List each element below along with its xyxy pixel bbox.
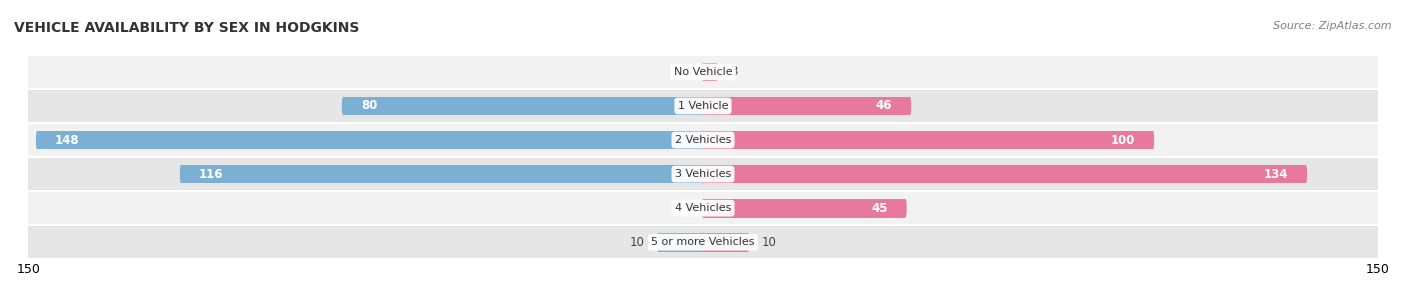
Circle shape: [702, 165, 704, 184]
Text: 10: 10: [630, 236, 644, 249]
Bar: [658, 233, 703, 252]
Text: 3 Vehicles: 3 Vehicles: [675, 169, 731, 179]
Bar: [703, 165, 1306, 184]
Circle shape: [747, 233, 749, 252]
Text: 1 Vehicle: 1 Vehicle: [678, 101, 728, 111]
Circle shape: [702, 97, 704, 115]
Text: VEHICLE AVAILABILITY BY SEX IN HODGKINS: VEHICLE AVAILABILITY BY SEX IN HODGKINS: [14, 21, 360, 35]
Text: 80: 80: [361, 99, 377, 113]
Bar: [703, 97, 910, 115]
Circle shape: [702, 233, 704, 252]
Text: 4 Vehicles: 4 Vehicles: [675, 203, 731, 213]
Bar: [28, 157, 1378, 191]
Text: 5 or more Vehicles: 5 or more Vehicles: [651, 237, 755, 247]
Text: 10: 10: [762, 236, 776, 249]
Text: Source: ZipAtlas.com: Source: ZipAtlas.com: [1274, 21, 1392, 31]
Text: 0: 0: [685, 202, 693, 215]
Text: 134: 134: [1264, 168, 1288, 181]
Circle shape: [904, 199, 907, 217]
Text: 148: 148: [55, 134, 80, 146]
Bar: [181, 165, 703, 184]
Bar: [343, 97, 703, 115]
Circle shape: [716, 63, 717, 81]
Bar: [28, 89, 1378, 123]
Circle shape: [702, 233, 704, 252]
Bar: [703, 199, 905, 217]
Text: 45: 45: [870, 202, 887, 215]
Circle shape: [180, 165, 183, 184]
Circle shape: [702, 131, 704, 149]
Bar: [37, 131, 703, 149]
Circle shape: [702, 165, 704, 184]
Circle shape: [1152, 131, 1154, 149]
Circle shape: [342, 97, 344, 115]
Text: 0: 0: [685, 66, 693, 78]
Circle shape: [702, 97, 704, 115]
Bar: [703, 63, 717, 81]
Bar: [28, 225, 1378, 259]
Circle shape: [657, 233, 659, 252]
Circle shape: [1305, 165, 1308, 184]
Circle shape: [908, 97, 911, 115]
Text: 100: 100: [1111, 134, 1135, 146]
Text: 2 Vehicles: 2 Vehicles: [675, 135, 731, 145]
Text: 3: 3: [730, 66, 737, 78]
Bar: [28, 191, 1378, 225]
Bar: [703, 233, 748, 252]
Circle shape: [702, 199, 704, 217]
Bar: [703, 131, 1153, 149]
Circle shape: [702, 131, 704, 149]
Text: No Vehicle: No Vehicle: [673, 67, 733, 77]
Text: 116: 116: [200, 168, 224, 181]
Text: 46: 46: [876, 99, 891, 113]
Circle shape: [702, 63, 704, 81]
Circle shape: [37, 131, 38, 149]
Bar: [28, 123, 1378, 157]
Bar: [28, 55, 1378, 89]
